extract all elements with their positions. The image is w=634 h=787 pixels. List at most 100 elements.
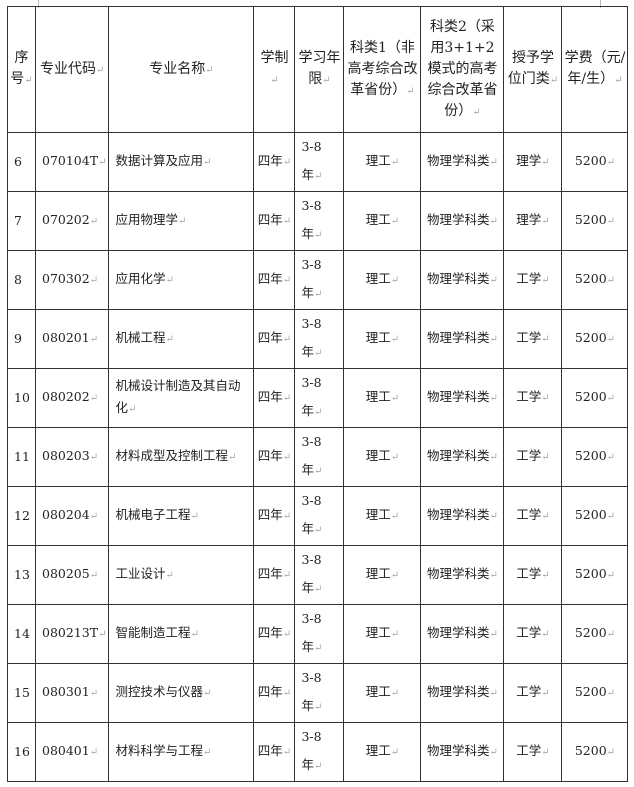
cat2-text: 物理学科类 [427,625,498,640]
period-unit: 年 [301,751,341,781]
cat2-text: 物理学科类 [427,153,498,168]
code-text: 080213T [42,625,106,640]
period-unit: 年 [301,220,341,250]
period-unit: 年 [301,456,341,486]
cell-degree: 工学 [503,722,563,782]
cat1-text: 理工 [366,743,399,758]
fee-text: 5200 [575,625,615,640]
cell-system: 四年 [253,309,296,369]
period-range: 3-8 [301,611,322,626]
header-period: 学习年限 [294,6,345,133]
seq-text: 12 [14,508,30,523]
cell-cat2: 物理学科类 [420,604,505,664]
cell-period: 3-8 年 [294,250,345,310]
cell-name: 智能制造工程 [108,604,255,664]
header-fee: 学费（元/年/生） [561,6,629,133]
cell-cat1: 理工 [343,486,422,546]
degree-text: 理学 [516,153,549,168]
cell-name: 机械设计制造及其自动化 [108,368,255,428]
cell-degree: 工学 [503,663,563,723]
cell-degree: 工学 [503,545,563,605]
cell-fee: 5200 [561,191,629,251]
cell-name: 工业设计 [108,545,255,605]
cell-name: 应用化学 [108,250,255,310]
code-text: 080201 [42,330,98,345]
cat1-text: 理工 [366,389,399,404]
period-unit: 年 [301,161,341,191]
table-row: 9 080201 机械工程 四年 3-8 年 理工 物理学科类 工学 5200 [7,309,629,369]
code-text: 080204 [42,507,98,522]
system-text: 四年 [258,153,291,168]
degree-text: 工学 [516,448,549,463]
cell-system: 四年 [253,132,296,192]
period-range: 3-8 [301,257,322,272]
code-text: 080205 [42,566,98,581]
header-name: 专业名称 [108,6,255,133]
cell-cat1: 理工 [343,722,422,782]
cell-seq: 11 [7,427,36,487]
cat1-text: 理工 [366,566,399,581]
period-unit: 年 [301,633,341,663]
system-text: 四年 [258,566,291,581]
cell-name: 机械电子工程 [108,486,255,546]
name-text: 数据计算及应用 [115,153,211,168]
ruler-mark [600,0,601,8]
cell-degree: 工学 [503,250,563,310]
cell-degree: 工学 [503,427,563,487]
cell-system: 四年 [253,486,296,546]
cell-system: 四年 [253,427,296,487]
cat2-text: 物理学科类 [427,743,498,758]
system-text: 四年 [258,330,291,345]
cat1-text: 理工 [366,448,399,463]
degree-text: 工学 [516,330,549,345]
cell-period: 3-8 年 [294,368,345,428]
header-code: 专业代码 [34,6,110,133]
name-text: 应用物理学 [115,212,186,227]
fee-text: 5200 [575,389,615,404]
table-row: 15 080301 测控技术与仪器 四年 3-8 年 理工 物理学科类 工学 5200 [7,663,629,723]
seq-text: 15 [14,685,30,700]
cell-period: 3-8 年 [294,132,345,192]
header-cat2: 科类2（采用3+1+2模式的高考综合改革省份） [420,6,505,133]
period-range: 3-8 [301,375,322,390]
table-row: 10 080202 机械设计制造及其自动化 四年 3-8 年 理工 物理学科类 工学 5200 [7,368,629,428]
cat2-text: 物理学科类 [427,448,498,463]
system-text: 四年 [258,743,291,758]
cell-period: 3-8 年 [294,663,345,723]
seq-text: 11 [14,449,30,464]
cat1-text: 理工 [366,625,399,640]
cell-cat2: 物理学科类 [420,368,505,428]
cat2-text: 物理学科类 [427,330,498,345]
cell-system: 四年 [253,191,296,251]
cat2-text: 物理学科类 [427,507,498,522]
cell-cat1: 理工 [343,250,422,310]
period-unit: 年 [301,338,341,368]
table-row: 8 070302 应用化学 四年 3-8 年 理工 物理学科类 工学 5200 [7,250,629,310]
seq-text: 8 [14,272,22,287]
header-system: 学制 [253,6,296,133]
seq-text: 7 [14,213,22,228]
fee-text: 5200 [575,684,615,699]
cat1-text: 理工 [366,507,399,522]
system-text: 四年 [258,507,291,522]
period-range: 3-8 [301,670,322,685]
ruler-mark [38,0,39,8]
cell-seq: 15 [7,663,36,723]
period-range: 3-8 [301,729,322,744]
cell-code: 070302 [34,250,110,310]
cell-seq: 8 [7,250,36,310]
code-text: 070202 [42,212,98,227]
cell-degree: 工学 [503,604,563,664]
degree-text: 理学 [516,212,549,227]
cell-system: 四年 [253,545,296,605]
name-text: 智能制造工程 [115,625,198,640]
cell-code: 080205 [34,545,110,605]
cell-name: 数据计算及应用 [108,132,255,192]
fee-text: 5200 [575,212,615,227]
cell-system: 四年 [253,368,296,428]
degree-text: 工学 [516,625,549,640]
cat1-text: 理工 [366,684,399,699]
cell-period: 3-8 年 [294,545,345,605]
period-unit: 年 [301,574,341,604]
degree-text: 工学 [516,743,549,758]
